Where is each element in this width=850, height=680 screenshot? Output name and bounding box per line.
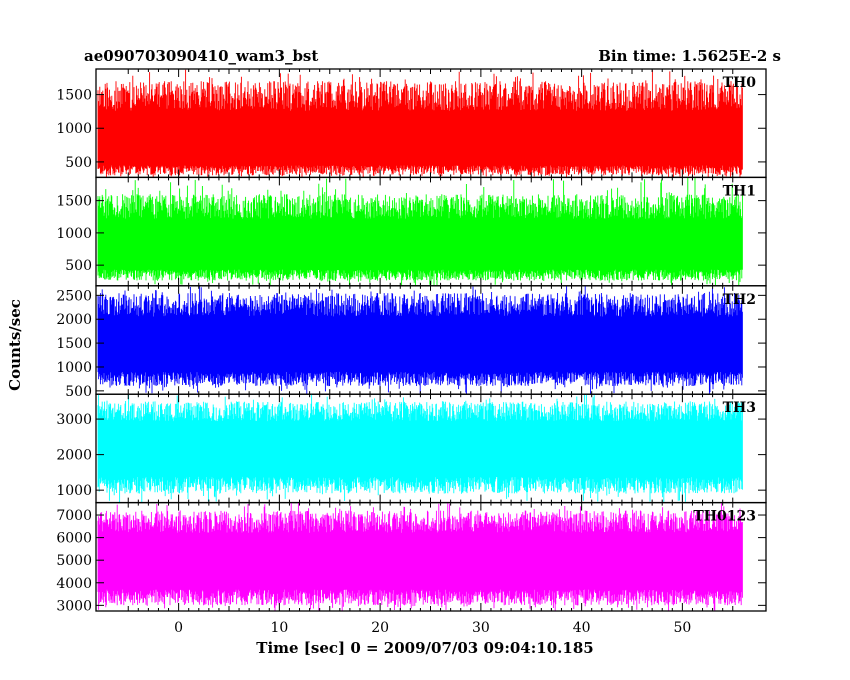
y-tick-label: 500 [65, 155, 92, 171]
y-tick-label: 1000 [56, 121, 92, 137]
series-label-th0: TH0 [723, 75, 757, 91]
series-label-th1: TH1 [723, 183, 756, 199]
y-axis-label: Counts/sec [6, 299, 24, 391]
bin-time-label: Bin time: 1.5625E-2 s [598, 47, 781, 65]
y-tick-label: 6000 [56, 531, 92, 547]
y-tick-label: 4000 [56, 576, 92, 592]
y-tick-label: 7000 [56, 508, 92, 524]
y-tick-label: 1000 [56, 360, 92, 376]
y-tick-label: 500 [65, 258, 92, 274]
y-tick-label: 3000 [56, 412, 92, 428]
x-tick-label: 20 [371, 620, 389, 636]
y-tick-label: 1500 [56, 88, 92, 104]
series-label-th2: TH2 [723, 292, 756, 308]
x-tick-label: 30 [472, 620, 490, 636]
y-tick-label: 5000 [56, 553, 92, 569]
series-label-th0123: TH0123 [693, 509, 756, 525]
x-tick-label: 0 [174, 620, 183, 636]
plot-title: ae090703090410_wam3_bst [84, 47, 318, 65]
y-tick-label: 3000 [56, 598, 92, 614]
y-tick-label: 1500 [56, 194, 92, 210]
series-label-th3: TH3 [723, 400, 756, 416]
y-tick-label: 1000 [56, 226, 92, 242]
y-tick-label: 1000 [56, 483, 92, 499]
x-axis-label: Time [sec] 0 = 2009/07/03 09:04:10.185 [256, 639, 593, 657]
panel-frame-th0123 [95, 501, 767, 612]
series-trace-th0123 [97, 502, 743, 611]
series-trace-th1 [97, 177, 743, 286]
panels: 50010001500TH050010001500TH1500100015002… [56, 68, 767, 636]
y-tick-label: 2000 [56, 448, 92, 464]
y-tick-label: 2000 [56, 312, 92, 328]
x-tick-label: 40 [573, 620, 591, 636]
series-trace-th3 [97, 394, 743, 503]
series-trace-th2 [97, 285, 743, 394]
x-tick-label: 50 [673, 620, 691, 636]
y-tick-label: 2500 [56, 288, 92, 304]
x-tick-label: 10 [270, 620, 288, 636]
y-tick-label: 1500 [56, 336, 92, 352]
series-trace-th0 [97, 69, 743, 178]
y-tick-label: 500 [65, 384, 92, 400]
